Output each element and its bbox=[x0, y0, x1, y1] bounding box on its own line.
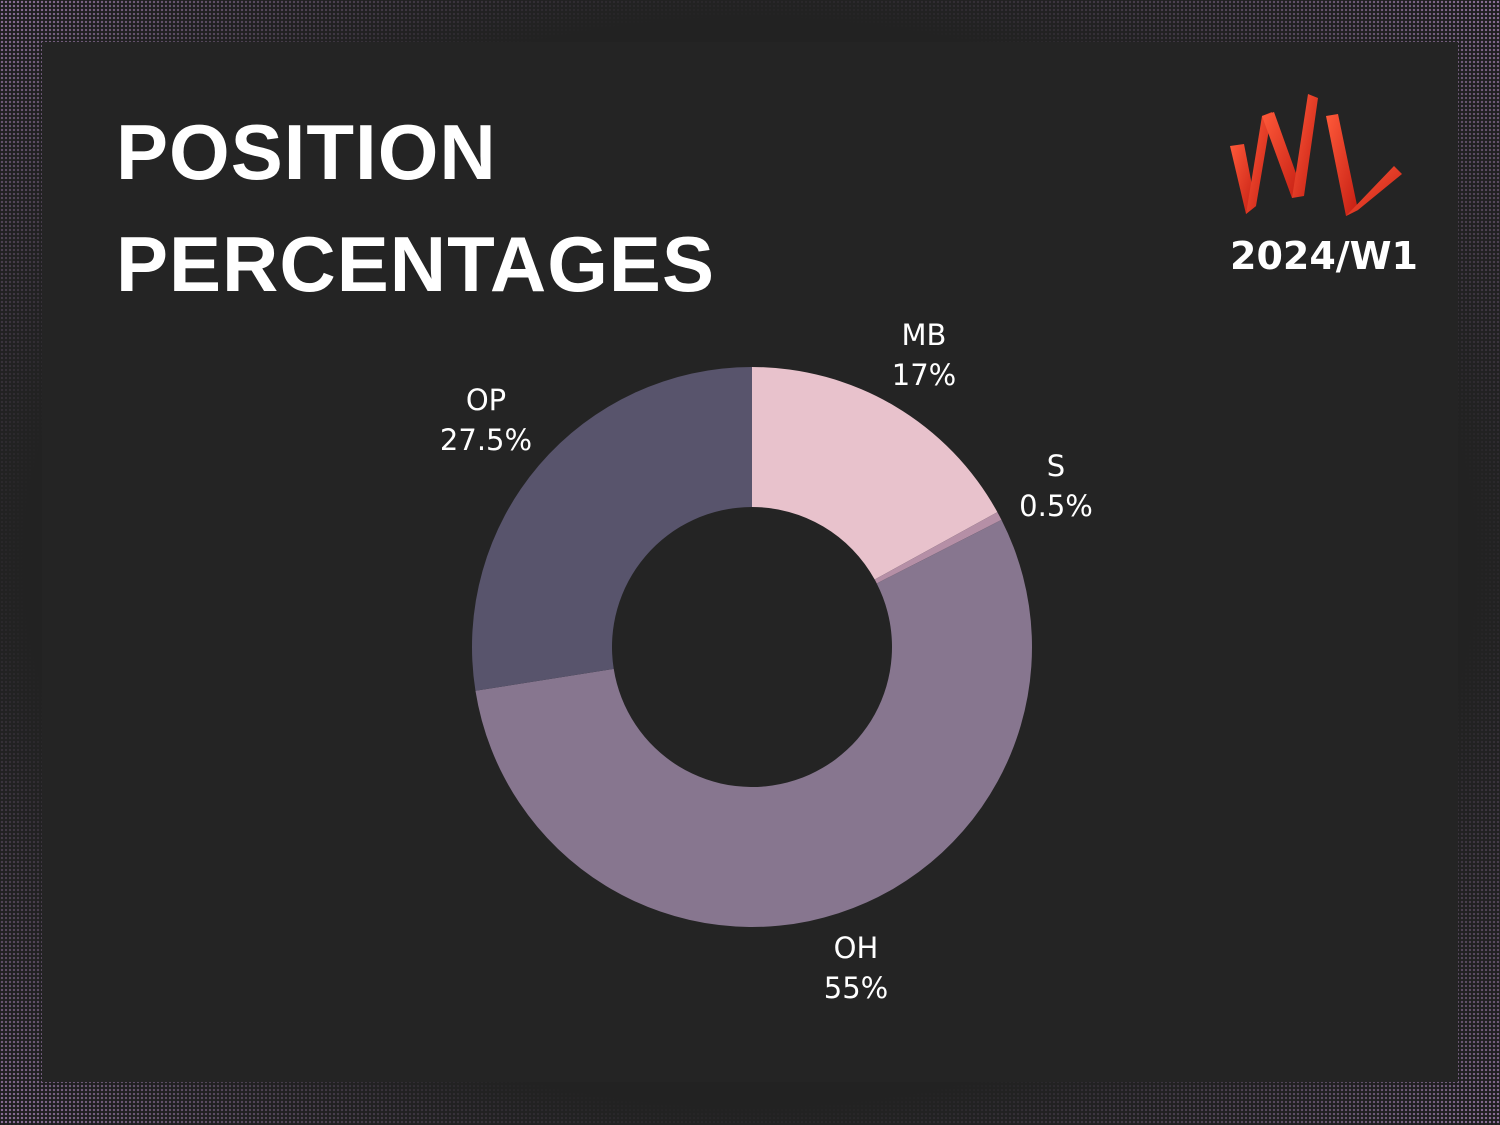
slice-label-name: MB bbox=[901, 318, 947, 352]
season-label: 2024/W1 bbox=[1230, 234, 1418, 278]
vnl-logo bbox=[1226, 86, 1416, 286]
slice-label-value: 17% bbox=[891, 358, 957, 392]
slice-label-oh: OH 55% bbox=[786, 928, 926, 1008]
slice-label-op: OP 27.5% bbox=[416, 380, 556, 460]
slice-label-mb: MB 17% bbox=[854, 315, 994, 395]
title-line-1: POSITION bbox=[116, 108, 497, 196]
slice-label-s: S 0.5% bbox=[986, 446, 1126, 526]
slice-label-value: 27.5% bbox=[439, 423, 533, 457]
slice-oh bbox=[475, 519, 1032, 928]
slice-op bbox=[472, 367, 752, 691]
title-line-2: PERCENTAGES bbox=[116, 220, 715, 308]
page-title: POSITION PERCENTAGES bbox=[116, 96, 715, 320]
slice-label-name: S bbox=[1046, 449, 1066, 483]
slice-label-value: 0.5% bbox=[1019, 489, 1093, 523]
slice-mb bbox=[752, 367, 998, 580]
slice-label-name: OP bbox=[465, 383, 507, 417]
slice-s bbox=[874, 512, 1002, 584]
slice-label-name: OH bbox=[833, 931, 879, 965]
slice-label-value: 55% bbox=[823, 971, 889, 1005]
